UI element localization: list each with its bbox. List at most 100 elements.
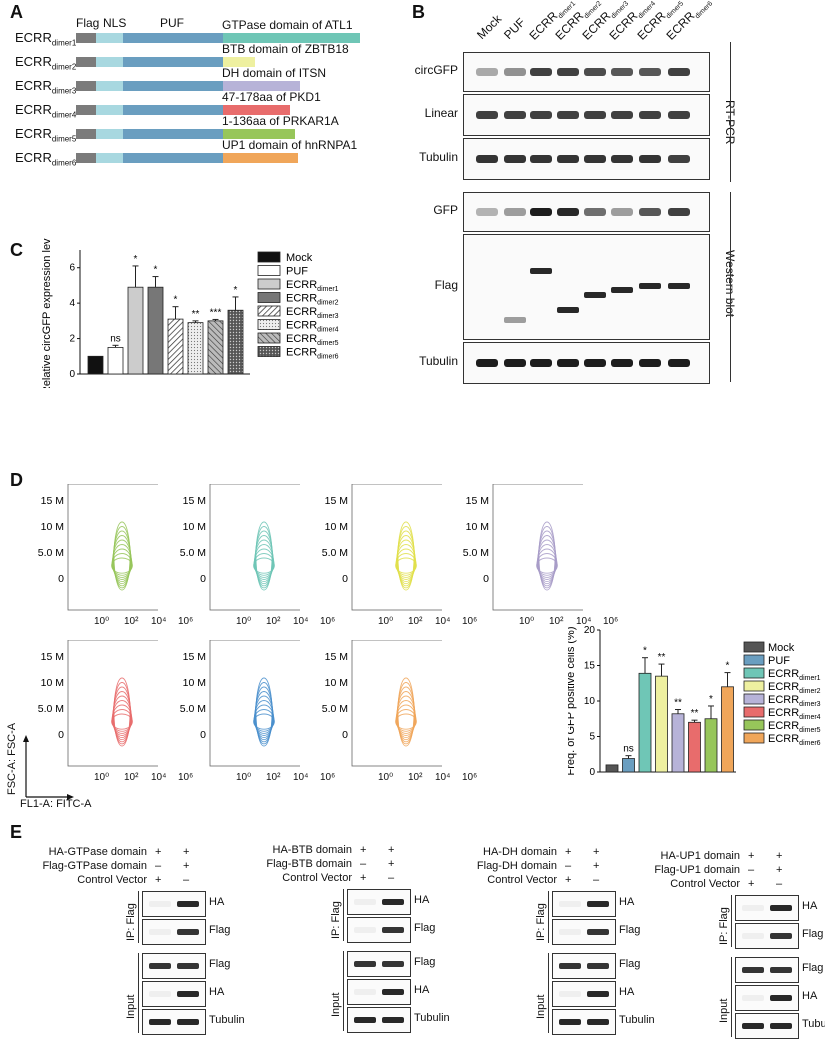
flow-x-tick: 10⁴ <box>293 772 309 783</box>
flow-y-tick: 5.0 M <box>180 547 206 559</box>
domain-name: 47-178aa of PKD1 <box>222 90 321 104</box>
coip-blot <box>552 953 616 979</box>
domain-segment <box>223 129 295 139</box>
legend-swatch <box>257 346 281 357</box>
band <box>611 208 633 216</box>
coip-blot <box>142 981 206 1007</box>
domain-name: DH domain of ITSN <box>222 66 327 80</box>
coip-blot-label: HA <box>209 896 225 908</box>
coip-blot-label: HA <box>209 986 225 998</box>
label-base: ECRR <box>15 30 52 45</box>
flow-contour <box>111 553 133 576</box>
flow-x-tick: 10⁰ <box>94 772 110 783</box>
coip-sign: + <box>748 850 755 862</box>
label-base: ECRR <box>15 54 52 69</box>
ip-bracket <box>548 891 549 943</box>
significance-label: * <box>709 694 713 705</box>
coip-sign: + <box>776 850 783 862</box>
coip-sign: + <box>183 846 190 858</box>
coip-blot-label: Flag <box>619 924 641 936</box>
blot-row-label: GFP <box>433 203 458 217</box>
band <box>742 1023 764 1029</box>
panel-letter-a: A <box>10 2 23 22</box>
legend-swatch <box>743 680 765 692</box>
legend-subscript: dimer4 <box>799 714 821 721</box>
coip-sign: + <box>360 844 367 856</box>
flow-contour <box>395 553 417 576</box>
flow-x-tick: 10² <box>124 616 139 627</box>
band <box>639 359 661 367</box>
bar <box>187 322 204 375</box>
y-tick-label: 20 <box>584 625 596 636</box>
legend-subscript: dimer5 <box>317 340 339 347</box>
blot-row-label: Linear <box>424 106 458 120</box>
flag-segment <box>76 33 96 43</box>
flow-x-tick: 10⁴ <box>151 616 167 627</box>
coip-row-label: Control Vector <box>670 878 740 890</box>
flow-x-tick: 10² <box>408 616 423 627</box>
domain-segment <box>223 81 300 91</box>
flow-y-tick: 0 <box>200 729 206 741</box>
legend-subscript: dimer5 <box>799 727 821 734</box>
coip-blot <box>347 1007 411 1033</box>
band <box>354 1017 376 1023</box>
coip-blot <box>735 985 799 1011</box>
y-tick-label: 15 <box>584 661 596 672</box>
input-label: Input <box>125 994 137 1019</box>
flow-x-tick: 10⁶ <box>603 616 619 627</box>
flow-contour <box>111 713 133 730</box>
legend-swatch <box>743 706 765 718</box>
band <box>354 927 376 933</box>
blot-bands <box>476 68 690 76</box>
legend-label: ECRRdimer2 <box>286 293 339 307</box>
puf-segment <box>123 105 223 115</box>
band <box>149 1019 171 1025</box>
legend-subscript: dimer3 <box>317 313 339 320</box>
band <box>382 1017 404 1023</box>
coip-bands <box>354 899 404 905</box>
label-base: ECRR <box>526 8 561 43</box>
coip-bands <box>742 933 792 939</box>
legend-swatch <box>257 265 281 276</box>
flow-x-tick: 10² <box>266 616 281 627</box>
flow-plot-frame <box>351 484 442 611</box>
coip-blot <box>347 979 411 1005</box>
domain-name: 1-136aa of PRKAR1A <box>222 114 339 128</box>
significance-label: *** <box>210 307 222 318</box>
coip-row-label: Flag-DH domain <box>476 860 557 872</box>
coip-bands <box>559 901 609 907</box>
band <box>668 208 690 216</box>
legend-label: ECRRdimer1 <box>768 668 821 682</box>
coip-sign: – <box>183 874 190 886</box>
flow-contour <box>536 557 558 574</box>
coip-blot-label: Tubulin <box>802 1018 825 1030</box>
label-subscript: dimer5 <box>51 134 77 144</box>
band <box>559 901 581 907</box>
band <box>557 111 579 119</box>
legend-subscript: dimer1 <box>317 286 339 293</box>
flow-x-tick: 10⁰ <box>94 616 110 627</box>
flag-header: Flag <box>76 16 100 30</box>
flow-contour <box>111 709 133 732</box>
flow-contour <box>395 713 417 730</box>
panel-d-chart: 0 5 10 15 20 Freq. of GFP positive cells (%) n… <box>568 625 821 778</box>
legend-swatch <box>743 719 765 731</box>
panel-letter-e: E <box>10 822 23 842</box>
nls-segment <box>96 105 123 115</box>
coip-blot-label: Flag <box>209 958 231 970</box>
coip-blot <box>347 889 411 915</box>
rt-pcr-bracket <box>730 42 731 182</box>
ip-bracket <box>138 891 139 943</box>
coip-sign: – <box>388 872 395 884</box>
flow-contour <box>111 557 133 574</box>
coip-row-label: HA-BTB domain <box>272 844 352 856</box>
band <box>742 933 764 939</box>
label-subscript: dimer2 <box>51 62 77 72</box>
band <box>177 963 199 969</box>
puf-segment <box>123 81 223 91</box>
blot-bands <box>476 111 690 119</box>
legend-label: PUF <box>286 266 308 278</box>
band <box>742 995 764 1001</box>
band <box>149 929 171 935</box>
flow-x-tick: 10² <box>124 772 139 783</box>
